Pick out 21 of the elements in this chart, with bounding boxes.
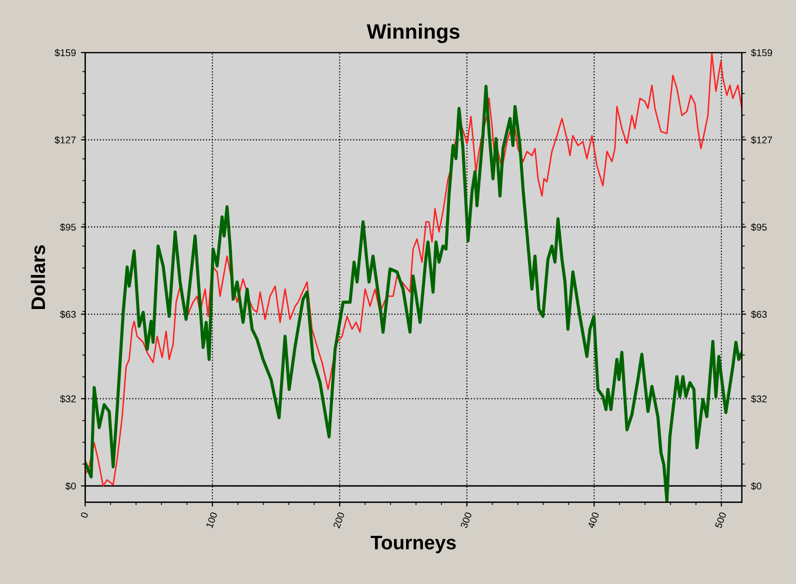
x-tick-label: 300 (460, 512, 472, 529)
x-tick-label: 200 (333, 512, 345, 528)
y2-tick-label: $159 (751, 48, 772, 57)
y-tick-label: $95 (60, 223, 76, 232)
y-tick-label: $159 (54, 48, 76, 57)
y-tick-label: $32 (60, 395, 76, 403)
y-tick-label: $63 (60, 310, 76, 318)
x-tick-label: 400 (587, 512, 600, 529)
y2-tick-label: $95 (751, 223, 767, 232)
y-tick-label: $0 (65, 482, 76, 490)
y2-tick-label: $32 (751, 395, 767, 403)
x-tick-label: 0 (80, 512, 88, 518)
y-tick-label: $127 (54, 136, 76, 144)
x-axis-title: Tourneys (370, 536, 456, 554)
y2-tick-label: $0 (751, 482, 762, 490)
x-tick-label: 500 (714, 512, 726, 529)
x-tick-label: 100 (206, 512, 218, 528)
y-axis-title: Dollars (30, 245, 46, 310)
y2-tick-label: $63 (751, 310, 767, 318)
chart-title: Winnings (366, 24, 460, 44)
y2-tick-label: $127 (751, 136, 772, 144)
